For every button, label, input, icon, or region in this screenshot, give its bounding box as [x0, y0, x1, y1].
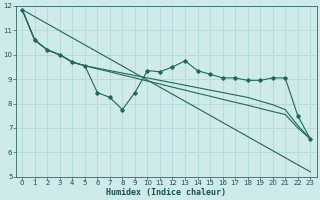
X-axis label: Humidex (Indice chaleur): Humidex (Indice chaleur): [106, 188, 226, 197]
